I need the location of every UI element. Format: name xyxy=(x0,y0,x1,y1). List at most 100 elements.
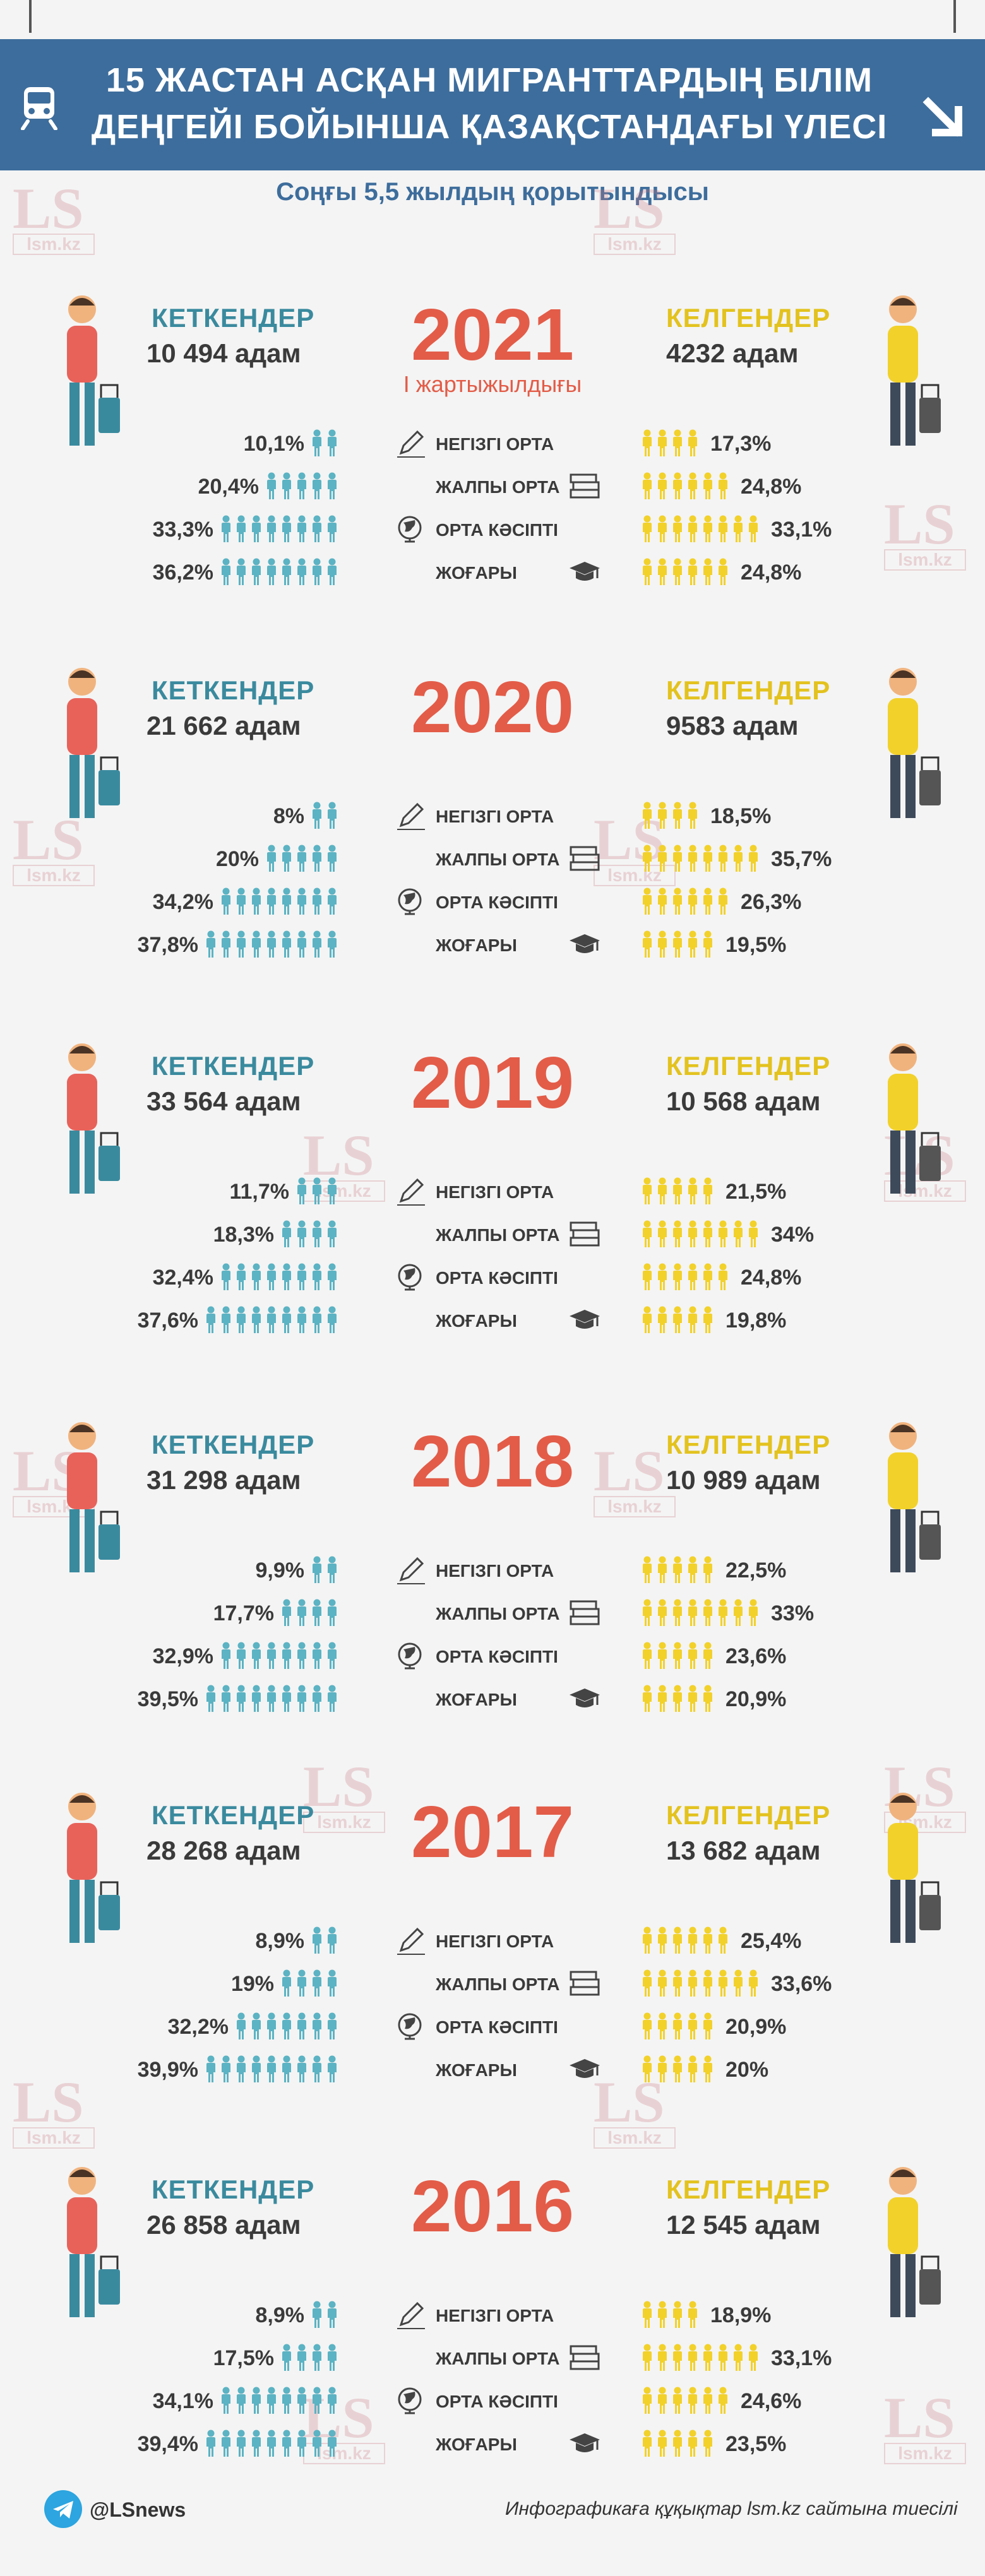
person-icon xyxy=(311,1220,326,1251)
person-icon xyxy=(326,429,341,460)
person-icon xyxy=(311,1926,326,1957)
education-row: 18,3% ЖАЛПЫ ОРТА 34% xyxy=(0,1215,985,1253)
person-icon xyxy=(311,2055,326,2086)
watermark-subtext: lsm.kz xyxy=(13,865,95,886)
person-icon xyxy=(311,2344,326,2375)
person-icon xyxy=(671,1220,686,1251)
person-icon xyxy=(686,558,701,589)
title-line-2: ДЕҢГЕЙІ БОЙЫНША ҚАЗАҚСТАНДАҒЫ ҮЛЕСІ xyxy=(91,108,888,146)
person-icon xyxy=(641,845,656,875)
person-icon xyxy=(641,802,656,833)
emigrant-bar xyxy=(220,1263,341,1293)
immigrant-pct: 25,4% xyxy=(741,1929,802,1953)
person-icon xyxy=(701,2387,717,2418)
watermark-text: LS xyxy=(13,807,84,872)
footer-handle[interactable]: @LSnews xyxy=(90,2498,186,2521)
left-title: КЕТКЕНДЕР xyxy=(152,303,315,333)
category-label: ЖОҒАРЫ xyxy=(436,1690,517,1709)
year-section-2021: КЕТКЕНДЕР 10 494 адам 2021 I жартыжылдығы КЕ… xyxy=(0,278,985,656)
immigrant-pct: 18,9% xyxy=(710,2303,772,2327)
education-row: 34,1% ОРТА КӘСІПТІ 24,6% xyxy=(0,2382,985,2419)
person-icon xyxy=(747,1220,762,1251)
books-icon xyxy=(568,471,601,501)
person-icon xyxy=(686,1263,701,1294)
emigrant-pct: 34,2% xyxy=(152,890,213,914)
person-icon xyxy=(641,1969,656,2000)
person-icon xyxy=(265,845,280,875)
books-icon xyxy=(568,1219,601,1249)
immigrant-bar xyxy=(641,2055,717,2086)
person-icon xyxy=(235,515,250,546)
emigrant-pct: 37,8% xyxy=(137,933,198,957)
graduation-cap-icon xyxy=(568,929,601,959)
person-icon xyxy=(296,2387,311,2418)
header-banner: 15 ЖАСТАН АСҚАН МИГРАНТТАРДЫҢ БІЛІМ ДЕҢГ… xyxy=(0,39,985,170)
emigrant-pct: 34,1% xyxy=(152,2389,213,2413)
person-icon xyxy=(326,515,341,546)
person-icon xyxy=(250,2387,265,2418)
person-icon xyxy=(235,930,250,961)
person-icon xyxy=(280,1685,296,1716)
person-icon xyxy=(671,1306,686,1337)
left-count: 33 564 адам xyxy=(146,1086,301,1116)
year-note: I жартыжылдығы xyxy=(403,371,582,397)
education-row: 8% НЕГІЗГІ ОРТА 18,5% xyxy=(0,797,985,834)
immigrant-bar xyxy=(641,1969,762,2000)
category-label: ЖАЛПЫ ОРТА xyxy=(436,1974,560,1994)
person-icon xyxy=(220,1642,235,1673)
person-icon xyxy=(280,1642,296,1673)
person-icon xyxy=(250,887,265,918)
person-icon xyxy=(250,515,265,546)
person-icon xyxy=(641,472,656,503)
person-icon xyxy=(717,1926,732,1957)
globe-icon xyxy=(395,2385,427,2416)
right-count: 4232 адам xyxy=(666,338,799,368)
emigrant-pct: 20,4% xyxy=(198,475,259,499)
person-icon xyxy=(641,887,656,918)
person-icon xyxy=(641,1599,656,1630)
person-icon xyxy=(296,930,311,961)
graduation-cap-icon xyxy=(568,1683,601,1714)
person-icon xyxy=(280,845,296,875)
person-icon xyxy=(265,930,280,961)
category-label: ОРТА КӘСІПТІ xyxy=(436,2017,558,2037)
immigrant-pct: 19,8% xyxy=(725,1309,787,1333)
immigrant-bar xyxy=(641,2301,701,2331)
person-icon xyxy=(686,1599,701,1630)
immigrant-pct: 23,6% xyxy=(725,1644,787,1668)
immigrant-bar xyxy=(641,1220,762,1250)
emigrant-bar xyxy=(280,2344,341,2374)
emigrant-bar xyxy=(280,1220,341,1250)
person-icon xyxy=(656,845,671,875)
person-icon xyxy=(280,2430,296,2460)
telegram-icon[interactable] xyxy=(44,2490,82,2528)
person-icon xyxy=(326,1556,341,1587)
person-icon xyxy=(205,2055,220,2086)
pencil-icon xyxy=(395,1176,427,1206)
emigrant-pct: 9,9% xyxy=(255,1558,305,1582)
person-icon xyxy=(717,472,732,503)
emigrant-bar xyxy=(220,2387,341,2417)
person-icon xyxy=(326,1642,341,1673)
person-icon xyxy=(656,1556,671,1587)
person-icon xyxy=(326,887,341,918)
person-icon xyxy=(296,558,311,589)
person-icon xyxy=(296,1969,311,2000)
immigrant-pct: 20% xyxy=(725,2058,769,2082)
person-icon xyxy=(280,472,296,503)
person-icon xyxy=(220,2430,235,2460)
category-label: НЕГІЗГІ ОРТА xyxy=(436,2306,554,2325)
education-row: 32,2% ОРТА КӘСІПТІ 20,9% xyxy=(0,2007,985,2045)
emigrant-bar xyxy=(265,472,341,502)
person-icon xyxy=(671,1642,686,1673)
watermark-text: LS xyxy=(303,1754,374,1819)
person-icon xyxy=(656,2012,671,2043)
person-icon xyxy=(671,1263,686,1294)
education-row: 8,9% НЕГІЗГІ ОРТА 25,4% xyxy=(0,1921,985,1959)
immigrant-bar xyxy=(641,1926,732,1957)
year-section-2017: КЕТКЕНДЕР 28 268 адам 2017 КЕЛГЕНДЕР 13 682 … xyxy=(0,1775,985,2154)
immigrant-pct: 24,6% xyxy=(741,2389,802,2413)
emigrant-bar xyxy=(220,887,341,918)
category-label: ЖАЛПЫ ОРТА xyxy=(436,850,560,869)
